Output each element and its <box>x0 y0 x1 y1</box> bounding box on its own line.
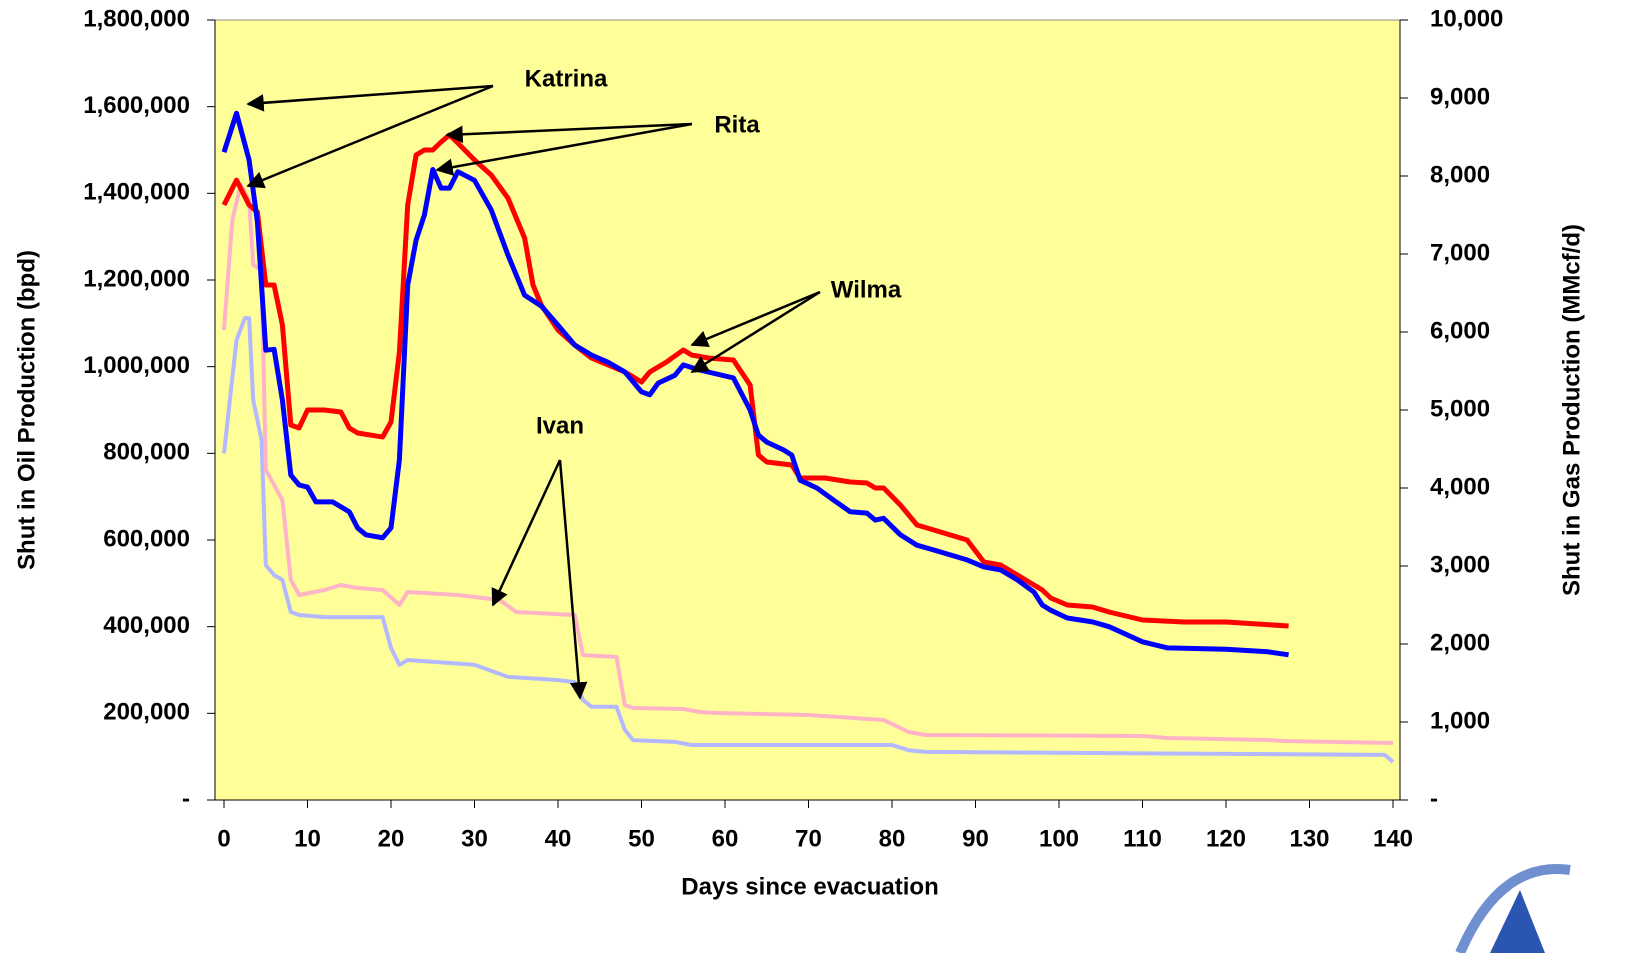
x-tick-label: 0 <box>217 825 230 852</box>
series-line <box>222 316 1395 764</box>
y-tick-label: 400,000 <box>103 612 190 639</box>
series-line <box>221 110 1289 658</box>
x-tick-label: 80 <box>879 825 906 852</box>
y-tick-label: 600,000 <box>103 525 190 552</box>
x-tick-label: 90 <box>962 825 989 852</box>
x-tick-label: 100 <box>1039 825 1079 852</box>
y-tick-label: 1,200,000 <box>83 265 190 292</box>
plot-area <box>214 19 1401 801</box>
annotation: Rita <box>714 111 760 138</box>
y-tick-label: 1,800,000 <box>83 5 190 32</box>
x-tick-label: 130 <box>1289 825 1329 852</box>
y-tick-label: 200,000 <box>103 699 190 726</box>
x-tick-label: 60 <box>712 825 739 852</box>
annotation-arrow <box>246 84 494 189</box>
y2-tick-label: 9,000 <box>1430 83 1490 110</box>
x-axis-label: Days since evacuation <box>681 873 938 900</box>
y2-tick-label: 1,000 <box>1430 707 1490 734</box>
annotation-arrow <box>246 84 494 112</box>
y-axis-label: Shut in Oil Production (bpd) <box>13 250 40 570</box>
y-tick-label: 800,000 <box>103 439 190 466</box>
y2-tick-label: 7,000 <box>1430 239 1490 266</box>
annotation: Katrina <box>525 65 608 92</box>
annotation-arrow <box>690 290 821 374</box>
y-tick-label: 1,600,000 <box>83 92 190 119</box>
annotation: Ivan <box>536 412 584 439</box>
annotation-arrow <box>445 122 693 144</box>
x-tick-label: 140 <box>1373 825 1413 852</box>
annotation-arrow <box>491 459 562 607</box>
y2-tick-label: 5,000 <box>1430 395 1490 422</box>
x-tick-label: 30 <box>461 825 488 852</box>
y2-tick-label: 6,000 <box>1430 317 1490 344</box>
x-tick-label: 40 <box>545 825 572 852</box>
x-tick-label: 50 <box>628 825 655 852</box>
annotation: Wilma <box>831 276 902 303</box>
annotation-arrow <box>690 290 821 348</box>
y-tick-label: 1,400,000 <box>83 179 190 206</box>
y2-tick-label: - <box>1430 785 1438 812</box>
logo <box>1455 864 1571 953</box>
annotation-arrow <box>435 122 693 176</box>
y-tick-label: 1,000,000 <box>83 352 190 379</box>
y-tick-label: - <box>182 785 190 812</box>
y2-tick-label: 8,000 <box>1430 161 1490 188</box>
x-tick-label: 110 <box>1123 825 1162 852</box>
y2-tick-label: 4,000 <box>1430 473 1490 500</box>
annotation-arrow <box>558 459 588 700</box>
x-tick-label: 10 <box>294 825 321 852</box>
x-tick-label: 20 <box>378 825 405 852</box>
y2-tick-label: 3,000 <box>1430 551 1490 578</box>
y2-axis-label: Shut in Gas Production (MMcf/d) <box>1558 224 1585 596</box>
y2-tick-label: 2,000 <box>1430 629 1490 656</box>
x-tick-label: 120 <box>1206 825 1246 852</box>
x-tick-label: 70 <box>795 825 822 852</box>
y2-tick-label: 10,000 <box>1430 5 1503 32</box>
